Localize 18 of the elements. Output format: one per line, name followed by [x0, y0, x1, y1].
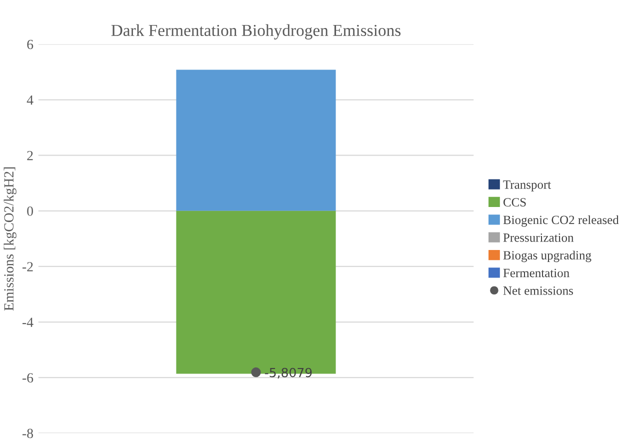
data-label: -5,8079 — [264, 368, 312, 379]
y-tick-label: -6 — [22, 373, 34, 383]
y-tick-label: 4 — [26, 95, 34, 105]
chart-title: Dark Fermentation Biohydrogen Emissions — [111, 24, 401, 40]
legend-label: Transport — [503, 180, 552, 192]
legend-label: Biogenic CO2 released — [503, 215, 619, 227]
y-tick-label: 0 — [27, 206, 34, 216]
legend-label: Biogas upgrading — [503, 250, 592, 262]
y-tick-label: -2 — [22, 262, 33, 272]
y-tick-label: -8 — [22, 428, 34, 438]
y-tick-label: 6 — [27, 40, 34, 50]
legend-label: CCS — [503, 198, 526, 206]
y-tick-label: -4 — [22, 318, 34, 327]
legend-label: Fermentation — [503, 268, 570, 278]
legend-label: Net emissions — [503, 286, 573, 295]
y-tick-label: 2 — [27, 150, 33, 160]
y-axis-title: Emissions [kgCO2/kgH2] — [4, 167, 16, 311]
legend-label: Pressurization — [503, 233, 574, 242]
